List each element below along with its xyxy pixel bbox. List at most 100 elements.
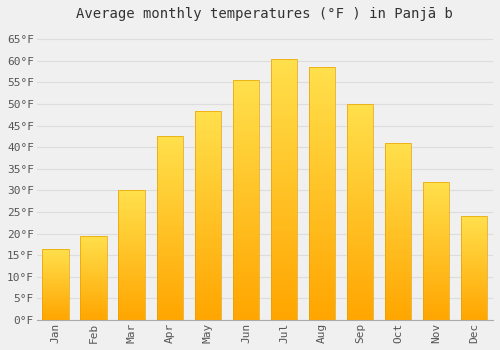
Bar [384,214,411,216]
Bar [422,272,450,273]
Bar [42,262,69,263]
Bar [346,193,374,195]
Bar [308,120,335,123]
Bar [232,229,259,231]
Bar [194,198,221,201]
Bar [460,309,487,310]
Bar [232,128,259,131]
Bar [346,164,374,167]
Bar [422,296,450,298]
Bar [118,201,145,202]
Bar [118,257,145,258]
Bar [270,226,297,229]
Bar [80,259,107,260]
Bar [460,290,487,291]
Bar [422,183,450,184]
Bar [346,301,374,303]
Bar [460,247,487,248]
Bar [422,298,450,299]
Bar [232,190,259,193]
Bar [156,263,183,265]
Bar [460,248,487,250]
Bar [118,238,145,240]
Bar [384,278,411,279]
Bar [194,318,221,320]
Bar [346,244,374,247]
Bar [118,206,145,207]
Bar [384,194,411,196]
Bar [232,303,259,306]
Bar [270,182,297,184]
Bar [270,234,297,236]
Bar [308,183,335,186]
Bar [460,289,487,290]
Bar [346,316,374,318]
Bar [308,214,335,216]
Bar [422,222,450,223]
Bar [118,317,145,319]
Bar [460,273,487,274]
Bar [118,266,145,267]
Bar [156,248,183,250]
Bar [42,290,69,291]
Bar [422,276,450,277]
Bar [156,272,183,274]
Bar [422,248,450,250]
Bar [232,217,259,219]
Bar [422,313,450,315]
Bar [156,159,183,160]
Bar [156,300,183,302]
Bar [80,239,107,240]
Bar [80,241,107,242]
Bar [422,254,450,255]
Bar [118,237,145,238]
Bar [270,257,297,260]
Bar [308,265,335,267]
Bar [232,279,259,282]
Bar [346,273,374,275]
Bar [346,113,374,115]
Bar [422,230,450,232]
Bar [156,147,183,149]
Bar [232,135,259,138]
Bar [232,88,259,90]
Bar [270,158,297,161]
Bar [384,244,411,246]
Bar [346,299,374,301]
Bar [194,222,221,224]
Bar [384,157,411,159]
Bar [156,151,183,153]
Bar [384,205,411,206]
Bar [156,191,183,193]
Bar [80,257,107,258]
Bar [346,160,374,162]
Bar [156,239,183,241]
Bar [384,295,411,297]
Bar [232,301,259,303]
Bar [308,222,335,224]
Bar [80,287,107,288]
Bar [308,254,335,257]
Bar [308,108,335,110]
Bar [308,307,335,310]
Bar [194,299,221,301]
Bar [422,186,450,187]
Bar [422,191,450,193]
Bar [346,268,374,270]
Bar [460,296,487,297]
Bar [80,258,107,259]
Bar [346,292,374,294]
Bar [308,98,335,100]
Bar [118,280,145,281]
Bar [80,279,107,280]
Bar [156,250,183,252]
Bar [194,146,221,148]
Bar [270,289,297,291]
Bar [422,198,450,200]
Bar [42,299,69,300]
Bar [460,299,487,300]
Bar [422,247,450,248]
Bar [42,272,69,273]
Bar [384,253,411,254]
Bar [384,168,411,169]
